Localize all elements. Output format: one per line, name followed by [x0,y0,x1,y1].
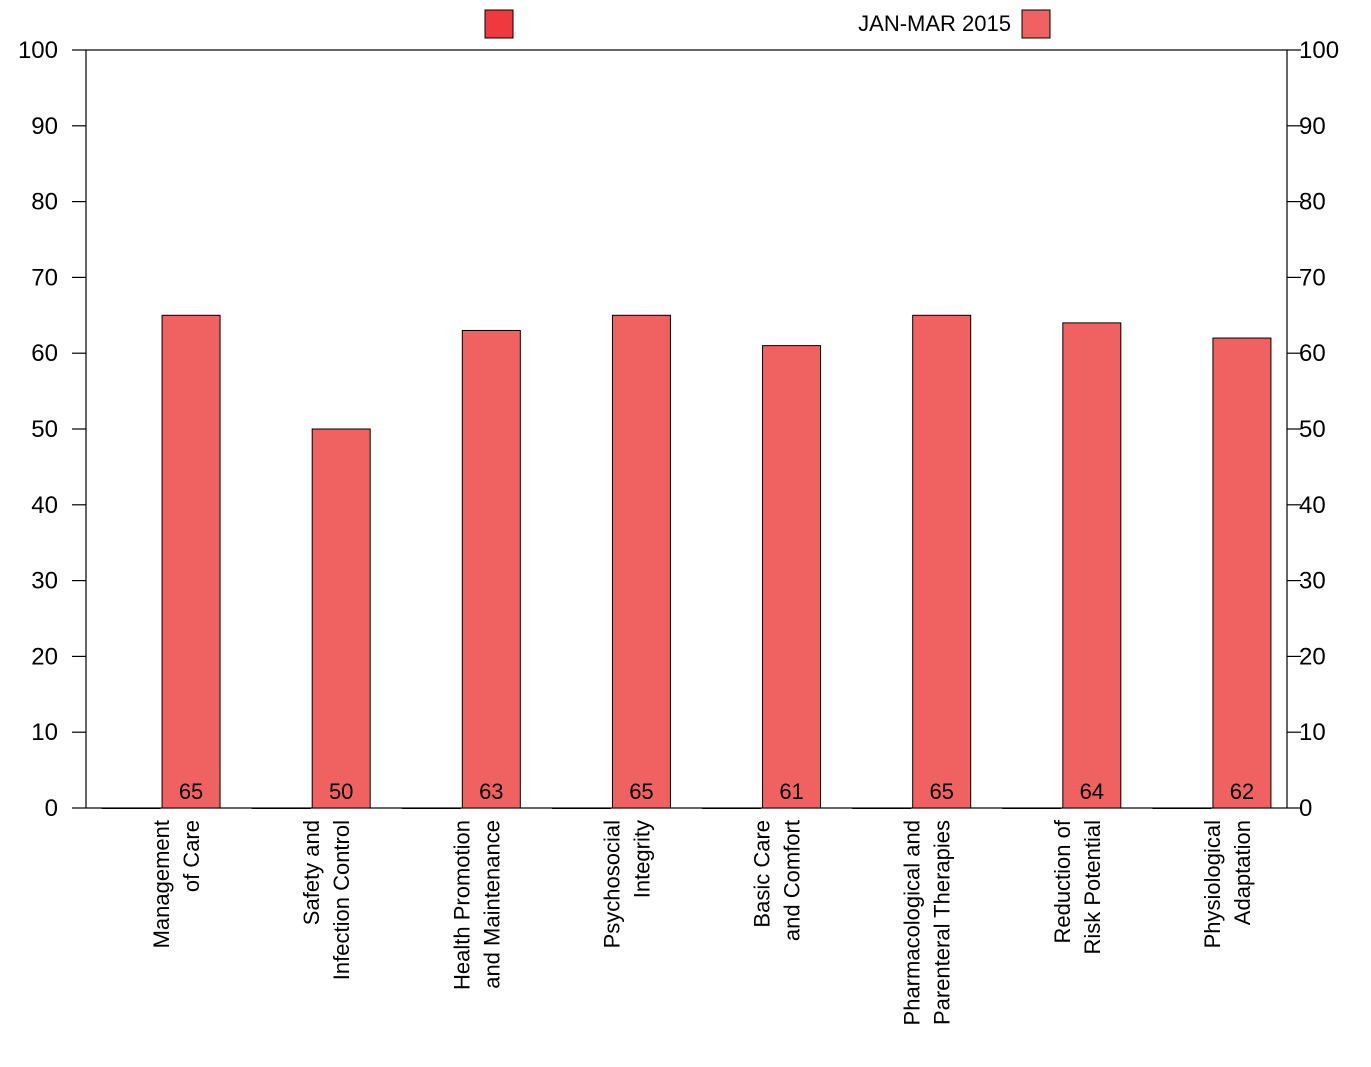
bar-series-2-5 [912,314,972,809]
category-label-7: Physiological Adaptation [1200,820,1255,948]
bar-series-2-2 [461,329,521,809]
bar-series-1-2 [401,807,461,809]
category-label-4-line-1: and Comfort [780,820,805,941]
y-tick-label-left-30: 30 [31,568,58,595]
category-label-4: Basic Care and Comfort [750,820,805,941]
y-tick-label-left-90: 90 [31,113,58,140]
category-label-4-line-0: Basic Care [750,820,775,928]
category-label-2-line-0: Health Promotion [449,820,474,990]
bar-series-2-1 [311,428,371,809]
category-label-7-line-0: Physiological [1200,820,1225,948]
category-labels: Management of Care Safety and Infection Con… [149,819,1255,1025]
bar-series-2-3 [611,314,671,809]
y-tick-label-right-80: 80 [1299,189,1326,216]
legend: JAN-MAR 2015 [484,9,1051,39]
y-tick-label-right-20: 20 [1299,643,1326,670]
data-labels: 65 50 63 65 61 65 64 62 [179,779,1254,804]
bar-series-1-1 [251,807,311,809]
category-label-0-line-0: Management [149,820,174,948]
bar-series-2-0 [161,314,221,809]
y-tick-label-left-50: 50 [31,416,58,443]
category-label-0-line-1: of Care [179,820,204,892]
bar-value-label-4: 61 [779,779,803,804]
legend-label-series-2: JAN-MAR 2015 [858,11,1011,36]
category-label-0: Management of Care [149,820,204,948]
bars [101,314,1272,809]
category-label-7-line-1: Adaptation [1230,820,1255,925]
bar-value-label-0: 65 [179,779,203,804]
bar-value-label-3: 65 [629,779,653,804]
category-label-5-line-1: Parenteral Therapies [930,820,955,1025]
bar-series-1-0 [101,807,161,809]
category-label-6-line-1: Risk Potential [1080,820,1105,955]
bar-value-label-7: 62 [1230,779,1254,804]
bar-series-1-7 [1152,807,1212,809]
y-tick-label-left-70: 70 [31,264,58,291]
y-tick-label-right-70: 70 [1299,264,1326,291]
category-label-2: Health Promotion and Maintenance [449,820,504,990]
y-tick-label-left-40: 40 [31,492,58,519]
bar-value-label-5: 65 [929,779,953,804]
category-label-1: Safety and Infection Control [299,820,354,980]
y-tick-label-right-50: 50 [1299,416,1326,443]
category-label-5: Pharmacological and Parenteral Therapies [900,820,955,1025]
category-label-3-line-1: Integrity [629,820,654,898]
bar-series-1-4 [702,807,762,809]
bar-series-1-6 [1002,807,1062,809]
category-label-6-line-0: Reduction of [1050,819,1075,943]
category-label-1-line-1: Infection Control [329,820,354,980]
category-label-3-line-0: Psychosocial [599,820,624,948]
bar-series-1-5 [852,807,912,809]
legend-swatch-series-2 [1021,9,1051,39]
bar-value-label-2: 63 [479,779,503,804]
category-label-3: Psychosocial Integrity [599,820,654,948]
y-tick-label-left-0: 0 [45,795,58,822]
axes: 0 0 10 10 20 20 30 30 40 40 50 50 60 60 70 70 80 80 90 90 10… [18,37,1339,822]
y-tick-label-left-80: 80 [31,189,58,216]
bar-value-label-1: 50 [329,779,353,804]
category-label-2-line-1: and Maintenance [479,820,504,989]
y-tick-label-right-40: 40 [1299,492,1326,519]
category-label-5-line-0: Pharmacological and [900,820,925,1025]
bar-series-2-4 [762,345,822,809]
bar-series-1-3 [551,807,611,809]
y-tick-label-right-60: 60 [1299,340,1326,367]
y-tick-label-left-100: 100 [18,37,58,64]
bar-value-label-6: 64 [1080,779,1104,804]
bar-series-2-6 [1062,322,1122,809]
y-tick-label-right-100: 100 [1299,37,1339,64]
y-tick-label-left-10: 10 [31,719,58,746]
y-tick-label-left-20: 20 [31,643,58,670]
legend-swatch-series-1 [484,9,514,39]
y-tick-label-right-90: 90 [1299,113,1326,140]
category-label-1-line-0: Safety and [299,820,324,925]
y-tick-label-left-60: 60 [31,340,58,367]
y-tick-label-right-0: 0 [1299,795,1312,822]
category-label-6: Reduction of Risk Potential [1050,819,1105,954]
bar-series-2-7 [1212,337,1272,809]
y-tick-label-right-10: 10 [1299,719,1326,746]
y-tick-label-right-30: 30 [1299,568,1326,595]
